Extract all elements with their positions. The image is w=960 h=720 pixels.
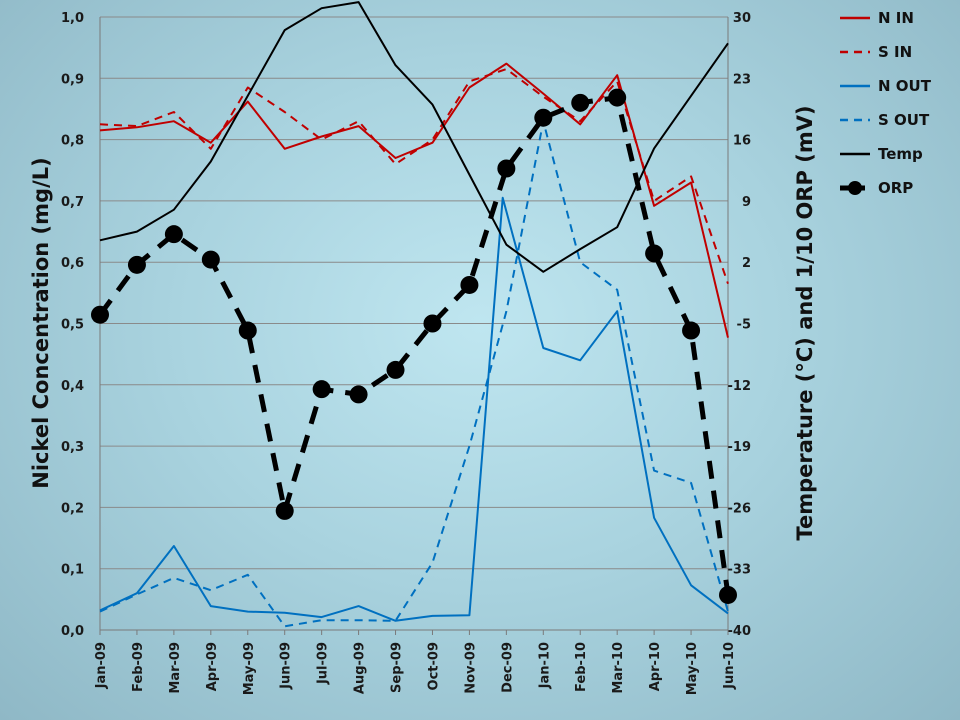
orp-point [534,108,553,127]
x-tick-label: Jul-09 [316,642,331,685]
legend-label: N IN [878,9,914,27]
orp-point [127,255,146,274]
x-tick-label: Sep-09 [390,642,405,693]
y2-tick-label: -19 [728,440,752,455]
y2-tick-label: 9 [742,195,751,210]
x-tick-label: Aug-09 [353,642,368,694]
y2-tick-label: 16 [733,134,751,149]
x-tick-label: Feb-09 [131,642,146,692]
y2-tick-label: 30 [733,11,751,26]
legend-label: S OUT [878,111,930,129]
x-tick-label: Dec-09 [500,642,515,693]
x-tick-label: Feb-10 [574,642,589,692]
x-tick-label: May-10 [685,642,700,695]
orp-point [386,360,405,379]
orp-point [312,380,331,399]
y-tick-label: 0,6 [61,256,84,271]
y-tick-label: 0,7 [61,195,84,210]
orp-point [645,244,664,263]
orp-markers [91,88,737,604]
x-tick-label: Apr-09 [205,642,220,691]
orp-point [497,159,516,178]
y-tick-label: 0,1 [61,563,84,578]
legend-label: N OUT [878,77,932,95]
orp-point [682,321,701,340]
x-tick-label: Jan-09 [94,642,109,689]
legend: N IN S IN N OUT S OUT Temp ORP [840,9,932,197]
y-tick-label: 0,4 [61,379,84,394]
legend-label: Temp [878,145,923,163]
x-tick-label: Apr-10 [648,642,663,691]
x-tick-label: Jan-10 [537,642,552,689]
series-n-out-line [99,196,729,622]
y-tick-label: 0,8 [61,134,84,149]
y2-tick-label: -26 [728,501,752,516]
legend-label: ORP [878,179,913,197]
x-tick-label: Nov-09 [463,642,478,694]
orp-point [238,321,257,340]
series-orp-line [97,95,731,596]
y-tick-label: 1,0 [61,11,84,26]
y-tick-label: 0,2 [61,501,84,516]
orp-point [719,585,737,604]
x-axis-ticks: Jan-09 Feb-09 Mar-09 Apr-09 May-09 Jun-09 Jul-… [94,630,737,695]
x-tick-label: Jun-09 [279,642,294,690]
y2-tick-label: -40 [728,624,752,639]
gridlines [100,16,728,631]
orp-point [349,385,368,404]
y-tick-label: 0,0 [61,624,84,639]
series-s-out-line [99,120,729,628]
x-tick-label: May-09 [242,642,257,695]
x-tick-label: Mar-10 [611,642,626,694]
orp-point [460,275,479,294]
series-lines [97,1,731,628]
y2-tick-label: -5 [737,318,751,333]
y-tick-label: 0,9 [61,72,84,87]
orp-point [275,501,294,520]
y2-tick-label: 2 [742,256,751,271]
y-axis-title: Nickel Concentration (mg/L) [29,157,53,488]
orp-point [201,250,220,269]
series-temp-line [99,1,729,273]
orp-point [91,305,109,324]
orp-point [423,314,442,333]
right-axis-ticks: -40 -33 -26 -19 -12 -5 2 9 16 23 30 [728,11,752,639]
legend-label: S IN [878,43,912,61]
orp-point [608,88,627,107]
x-tick-label: Oct-09 [426,642,441,690]
y-tick-label: 0,5 [61,318,84,333]
orp-point [571,93,590,112]
x-tick-label: Jun-10 [722,642,737,690]
y2-axis-title: Temperature (°C) and 1/10 ORP (mV) [793,105,817,540]
left-axis-ticks: 0,0 0,1 0,2 0,3 0,4 0,5 0,6 0,7 0,8 0,9 1,0 [61,11,84,639]
y2-tick-label: 23 [733,72,751,87]
y2-tick-label: -12 [728,379,752,394]
x-tick-label: Mar-09 [168,642,183,694]
y2-tick-label: -33 [728,563,752,578]
orp-point [164,225,183,244]
y-tick-label: 0,3 [61,440,84,455]
legend-marker [848,181,862,195]
